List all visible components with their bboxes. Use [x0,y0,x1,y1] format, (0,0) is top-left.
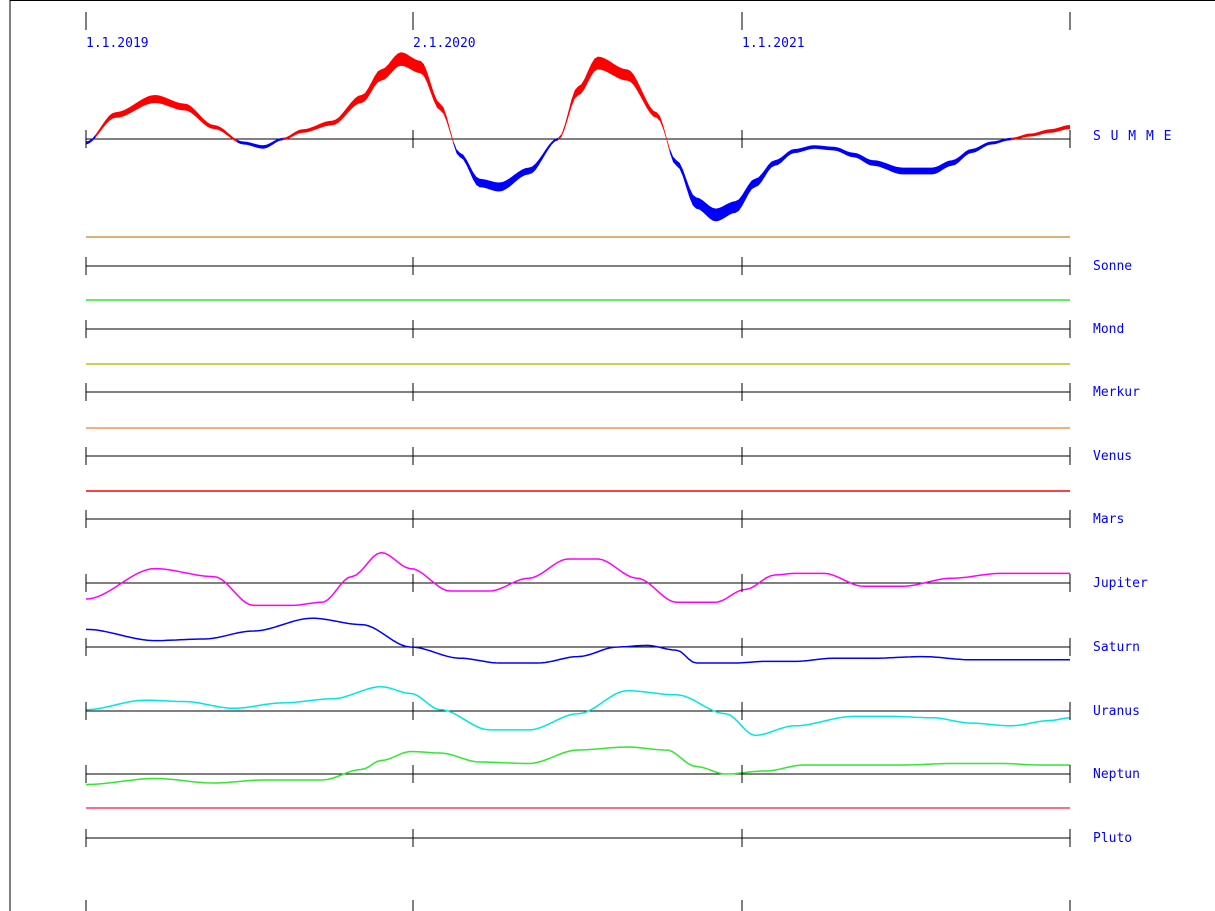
mars-label: Mars [1093,512,1124,527]
summe-curve-segment-2 [236,137,283,149]
x-date-label-1: 2.1.2020 [413,36,476,51]
summe-curve-segment-1 [95,95,237,143]
merkur-label: Merkur [1093,385,1140,400]
pluto-label: Pluto [1093,831,1132,846]
summe-curve-segment-0 [86,134,96,145]
mond-label: Mond [1093,322,1124,337]
uranus-label: Uranus [1093,704,1140,719]
saturn-series-curve [85,617,1070,664]
chart-lines-layer [85,52,1071,839]
uranus-series-curve [85,685,1071,737]
jupiter-label: Jupiter [1093,576,1148,591]
summe-curve-segment-4 [453,137,559,192]
jupiter-series-curve [85,551,1070,607]
saturn-label: Saturn [1093,640,1140,655]
summe-curve-segment-5 [558,56,670,153]
x-date-label-0: 1.1.2019 [86,36,149,51]
summe-curve-segment-7 [1011,125,1070,141]
neptun-label: Neptun [1093,767,1140,782]
chart-labels-layer: 1.1.2019 2.1.2020 1.1.2021 S U M M E Sonne Mo… [86,36,1172,846]
venus-label: Venus [1093,449,1132,464]
summe-curve-segment-6 [669,137,1011,222]
sonne-label: Sonne [1093,259,1132,274]
summe-curve-segment-3 [282,52,454,144]
chart-ticks-layer [85,12,1071,911]
neptun-series-curve [85,746,1070,786]
summe-label: S U M M E [1093,129,1172,144]
x-date-label-2: 1.1.2021 [742,36,805,51]
